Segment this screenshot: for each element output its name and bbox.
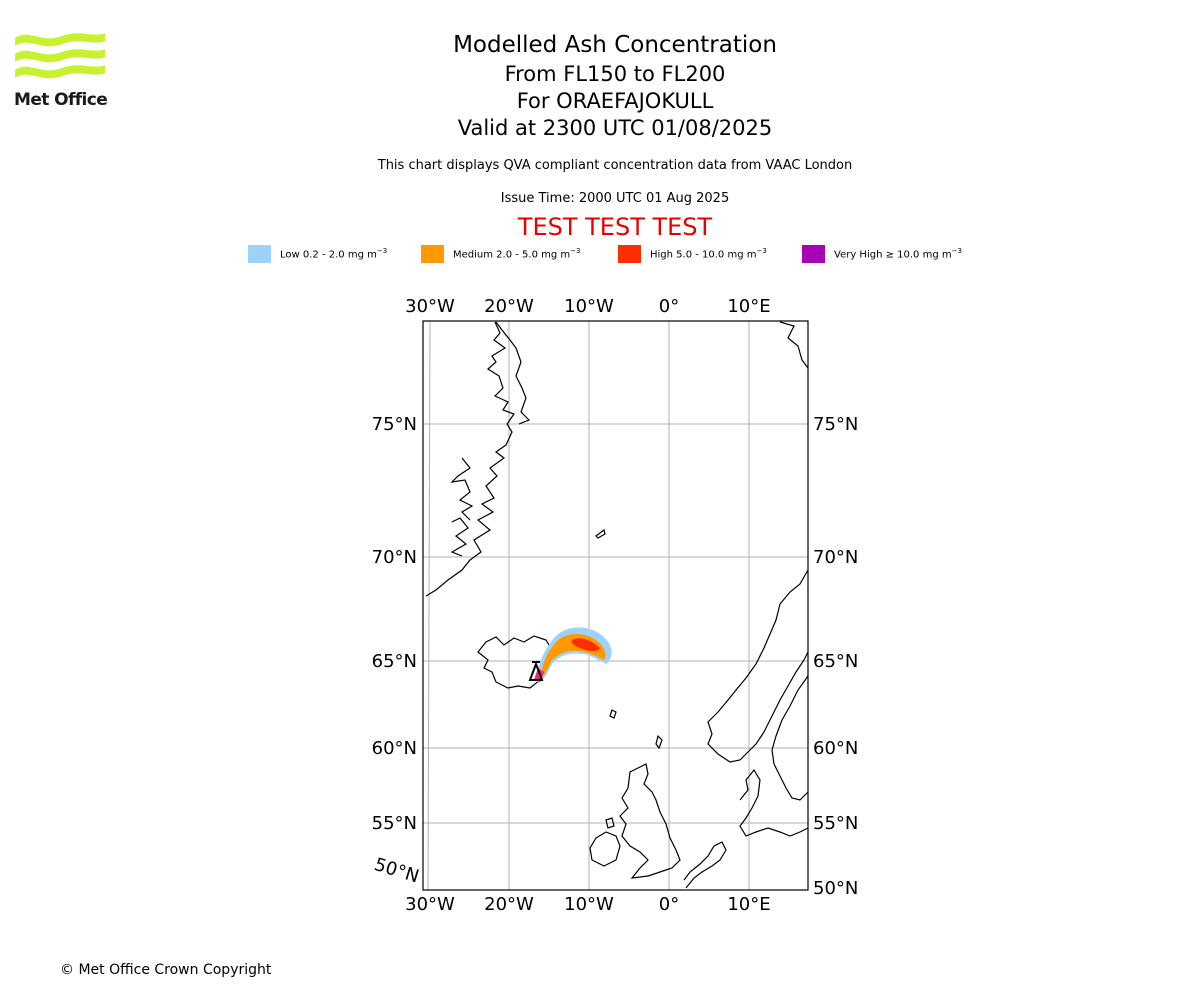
lon-ticks-bottom: 30°W 20°W 10°W 0° 10°E [405, 894, 770, 915]
lon-tick-top: 10°W [564, 296, 614, 317]
lat-tick-left: 55°N [372, 813, 417, 834]
issue-time: Issue Time: 2000 UTC 01 Aug 2025 [500, 191, 730, 206]
lon-tick-bottom: 10°W [564, 894, 614, 915]
legend-swatch-low [248, 245, 271, 263]
ash-plume [534, 627, 612, 684]
coastlines [425, 321, 809, 889]
lat-ticks-right: 75°N 70°N 65°N 60°N 55°N 50°N [813, 414, 858, 899]
lat-tick-right: 55°N [813, 813, 858, 834]
lon-tick-bottom: 0° [659, 894, 679, 915]
lat-tick-left: 75°N [372, 414, 417, 435]
lat-tick-right: 75°N [813, 414, 858, 435]
map-frame [422, 320, 809, 891]
met-office-logo: Met Office [14, 30, 109, 110]
lat-tick-left: 60°N [372, 738, 417, 759]
logo-text: Met Office [14, 90, 108, 110]
legend-swatch-medium [421, 245, 444, 263]
ash-very-high-source [534, 668, 544, 682]
volcano-marker-icon [528, 661, 544, 681]
legend-item-low: Low 0.2 - 2.0 mg m−3 [248, 244, 387, 264]
lon-tick-bottom: 10°E [727, 894, 770, 915]
valid-time: Valid at 2300 UTC 01/08/2025 [457, 116, 773, 140]
lat-tick-right: 60°N [813, 738, 858, 759]
legend-item-very-high: Very High ≥ 10.0 mg m−3 [802, 244, 962, 264]
lon-ticks-top: 30°W 20°W 10°W 0° 10°E [405, 296, 770, 317]
lon-tick-top: 30°W [405, 296, 455, 317]
legend-item-high: High 5.0 - 10.0 mg m−3 [618, 244, 767, 264]
legend-label-low: Low 0.2 - 2.0 mg m [280, 249, 377, 261]
lat-tick-left: 65°N [372, 651, 417, 672]
lat-tick-right: 50°N [813, 878, 858, 899]
copyright: © Met Office Crown Copyright [60, 962, 272, 978]
lat-tick-left: 50°N [372, 854, 422, 887]
flight-level: From FL150 to FL200 [504, 62, 726, 86]
legend-label-medium: Medium 2.0 - 5.0 mg m [453, 249, 571, 261]
lon-tick-bottom: 30°W [405, 894, 455, 915]
lat-tick-right: 70°N [813, 547, 858, 568]
graticule [423, 320, 808, 891]
legend-label-high: High 5.0 - 10.0 mg m [650, 249, 757, 261]
description: This chart displays QVA compliant concen… [377, 158, 853, 173]
test-banner: TEST TEST TEST [517, 213, 713, 241]
legend-label-very-high: Very High ≥ 10.0 mg m [834, 249, 952, 261]
legend-swatch-very-high [802, 245, 825, 263]
lon-tick-top: 20°W [484, 296, 534, 317]
lat-tick-right: 65°N [813, 651, 858, 672]
volcano-name: For ORAEFAJOKULL [516, 89, 714, 113]
lon-tick-top: 10°E [727, 296, 770, 317]
legend-item-medium: Medium 2.0 - 5.0 mg m−3 [421, 244, 580, 264]
lon-tick-top: 0° [659, 296, 679, 317]
lat-ticks-left: 75°N 70°N 65°N 60°N 55°N 50°N [372, 414, 422, 887]
met-office-waves-icon [15, 33, 105, 79]
lat-tick-left: 70°N [372, 547, 417, 568]
title-block: Modelled Ash Concentration From FL150 to… [0, 30, 1200, 142]
lon-tick-bottom: 20°W [484, 894, 534, 915]
chart-title: Modelled Ash Concentration [453, 32, 777, 58]
legend-swatch-high [618, 245, 641, 263]
ash-high [571, 638, 600, 651]
